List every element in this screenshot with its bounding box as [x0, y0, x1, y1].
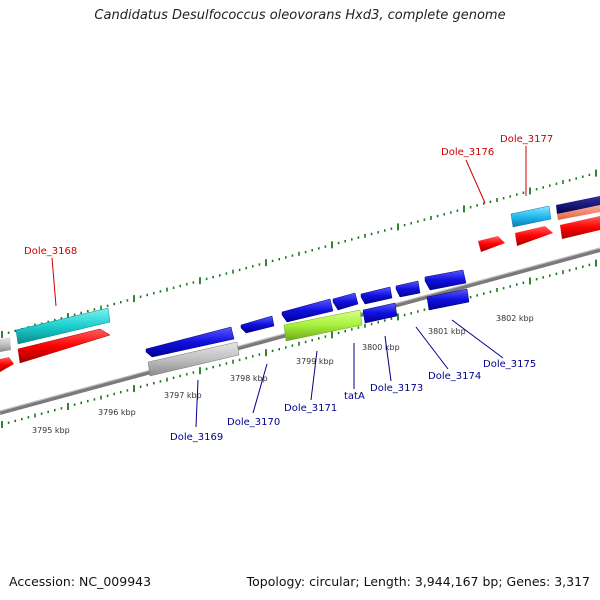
gene-label-dole-3171[interactable]: Dole_3171 — [284, 403, 337, 414]
reverse-strand-genes — [145, 269, 470, 377]
forward-strand-genes — [0, 196, 600, 372]
gene-feature-3173[interactable] — [362, 302, 398, 324]
label-leader-lines — [51, 146, 527, 428]
gene-feature-3174[interactable] — [395, 280, 421, 298]
gene-feature-red-left[interactable] — [17, 328, 111, 364]
gene-label-dole-3175[interactable]: Dole_3175 — [483, 359, 536, 370]
scale-label-3795: 3795 kbp — [32, 426, 70, 435]
gene-label-dole-3174[interactable]: Dole_3174 — [428, 371, 481, 382]
gene-feature-3175-upper[interactable] — [424, 269, 467, 291]
scale-label-3797: 3797 kbp — [164, 391, 202, 400]
scale-label-3799: 3799 kbp — [296, 357, 334, 366]
scale-label-3798: 3798 kbp — [230, 374, 268, 383]
gene-label-dole-3169[interactable]: Dole_3169 — [170, 432, 223, 443]
gene-feature-3173-upper[interactable] — [360, 286, 393, 305]
gene-feature-sky[interactable] — [510, 205, 552, 228]
gene-feature-3169[interactable] — [145, 326, 235, 358]
scale-ticks-lower — [1, 259, 597, 428]
gene-feature-3170[interactable] — [240, 315, 275, 334]
gene-label-dole-3170[interactable]: Dole_3170 — [227, 417, 280, 428]
gene-feature-cyan[interactable] — [15, 307, 111, 345]
gene-label-tata[interactable]: tatA — [344, 391, 365, 402]
gene-label-dole-3168[interactable]: Dole_3168 — [24, 246, 77, 257]
gene-label-dole-3177[interactable]: Dole_3177 — [500, 134, 553, 145]
scale-labels: 3795 kbp 3796 kbp 3797 kbp 3798 kbp 3799… — [32, 314, 534, 435]
gene-feature-red-3177[interactable] — [515, 226, 553, 246]
gene-labels: Dole_3168 Dole_3176 Dole_3177 Dole_3169 … — [24, 134, 553, 443]
genome-summary: Topology: circular; Length: 3,944,167 bp… — [246, 574, 590, 589]
map-title: Candidatus Desulfococcus oleovorans Hxd3… — [94, 8, 506, 23]
accession-text: Accession: NC_009943 — [9, 574, 152, 589]
gene-label-dole-3176[interactable]: Dole_3176 — [441, 147, 494, 158]
scale-label-3800: 3800 kbp — [362, 343, 400, 352]
gene-feature-tata-lime[interactable] — [283, 309, 363, 342]
gene-feature-3171[interactable] — [281, 298, 334, 323]
gene-feature-grey-center[interactable] — [147, 341, 240, 377]
gene-feature-red-3176[interactable] — [478, 236, 505, 252]
gene-feature-3172[interactable] — [332, 292, 359, 311]
gene-feature-navy[interactable] — [556, 196, 600, 214]
scale-label-3796: 3796 kbp — [98, 408, 136, 417]
gene-feature-3175[interactable] — [426, 288, 470, 311]
gene-feature-salmon[interactable] — [557, 205, 600, 220]
gene-feature-red-edge[interactable] — [0, 357, 14, 372]
gene-feature-grey-left[interactable] — [0, 337, 11, 352]
scale-label-3802: 3802 kbp — [496, 314, 534, 323]
gene-feature-red-right[interactable] — [560, 216, 600, 239]
scale-label-3801: 3801 kbp — [428, 327, 466, 336]
gene-label-dole-3173[interactable]: Dole_3173 — [370, 383, 423, 394]
